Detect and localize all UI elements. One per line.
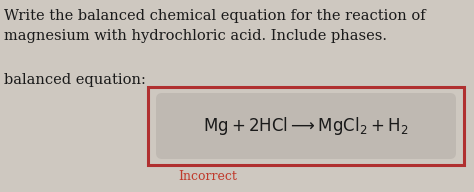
Text: balanced equation:: balanced equation: <box>4 73 146 87</box>
Text: Incorrect: Incorrect <box>178 170 237 183</box>
Text: $\mathrm{Mg + 2HCl \longrightarrow MgCl_2 + H_2}$: $\mathrm{Mg + 2HCl \longrightarrow MgCl_… <box>203 115 409 137</box>
Text: magnesium with hydrochloric acid. Include phases.: magnesium with hydrochloric acid. Includ… <box>4 29 387 43</box>
FancyBboxPatch shape <box>148 87 464 165</box>
Text: Write the balanced chemical equation for the reaction of: Write the balanced chemical equation for… <box>4 9 426 23</box>
FancyBboxPatch shape <box>156 93 456 159</box>
